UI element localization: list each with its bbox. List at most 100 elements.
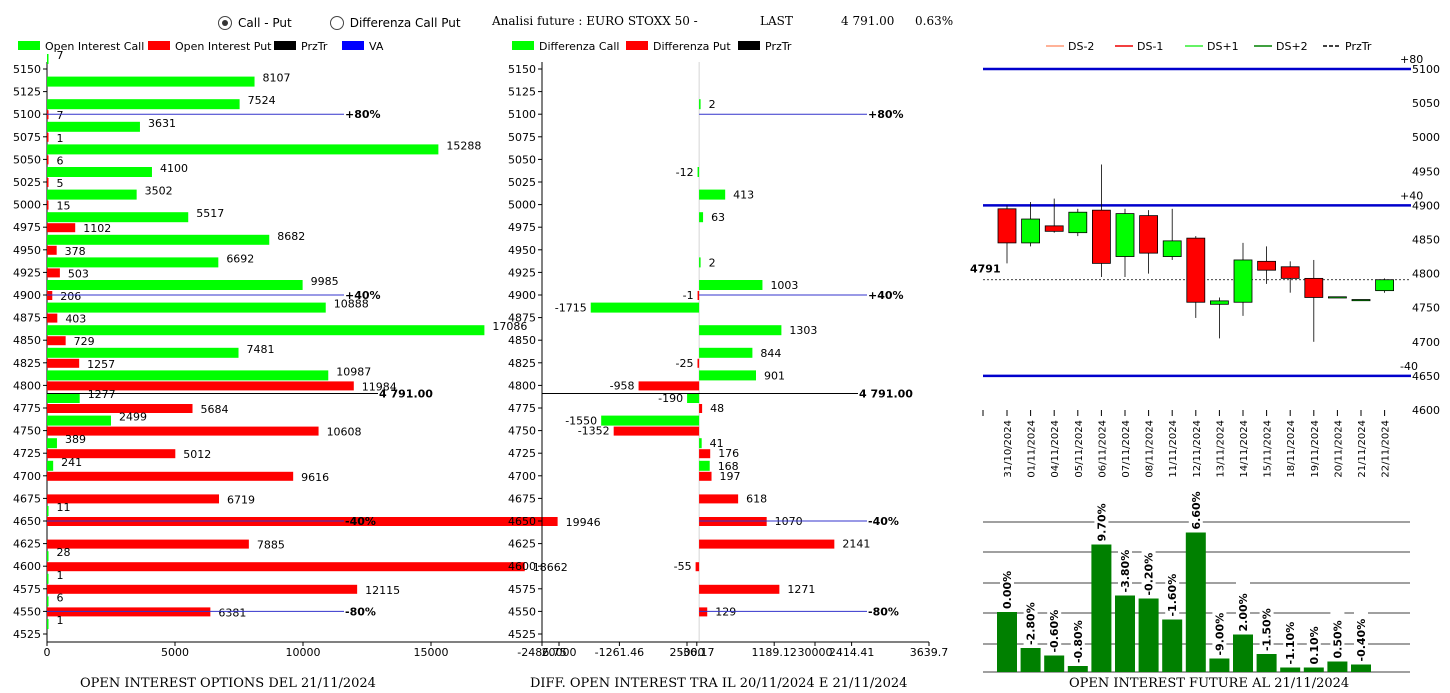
oi-bar-label: 0.50% xyxy=(1331,620,1344,658)
candle-body xyxy=(1186,237,1206,303)
diff-put-bar-label: 1271 xyxy=(787,583,815,596)
strike-label: 4900 xyxy=(508,289,536,302)
y-tick-label: 4950 xyxy=(1412,165,1440,178)
y-tick-label: 4900 xyxy=(1412,199,1440,212)
candle-body xyxy=(1280,266,1300,279)
last-change: 0.63% xyxy=(915,14,954,28)
strike-label: 4950 xyxy=(508,244,536,257)
legend-label: PrzTr xyxy=(1345,40,1372,53)
diff-put-bar xyxy=(699,539,835,549)
radio-differenza[interactable]: Differenza Call Put xyxy=(329,16,461,30)
call-bar xyxy=(47,144,439,155)
strike-label: 5075 xyxy=(13,131,41,144)
oi-bar-label: 2.00% xyxy=(1237,593,1250,631)
legend-label: Differenza Call xyxy=(539,40,619,53)
oi-label-bg xyxy=(1306,615,1321,666)
put-bar xyxy=(47,426,319,436)
put-value-label: 19946 xyxy=(566,516,601,529)
candle-body xyxy=(1233,259,1253,303)
call-bar xyxy=(47,280,303,290)
x-tick-label: 0 xyxy=(44,646,51,659)
oi-bar-label: -0.60% xyxy=(1048,610,1061,653)
strike-label: 4825 xyxy=(13,357,41,370)
put-value-label: 729 xyxy=(74,335,95,348)
legend-swatch xyxy=(274,41,296,50)
diff-call-bar-label: 901 xyxy=(764,369,785,382)
call-bar xyxy=(47,234,270,245)
diff-call-bar xyxy=(697,167,700,177)
oi-label-bg xyxy=(1047,603,1062,654)
legend-swatch xyxy=(342,41,364,50)
oi-bar xyxy=(1115,595,1135,672)
oi-label-bg xyxy=(1354,612,1368,663)
call-value-label: 1 xyxy=(57,614,64,627)
oi-label-bg xyxy=(1141,546,1156,597)
date-tick-label: 04/11/2024 xyxy=(1050,420,1061,478)
candle-body xyxy=(1044,225,1064,232)
strike-label: 4550 xyxy=(13,605,41,618)
strike-label: 4800 xyxy=(13,379,41,392)
oi-label-bg xyxy=(1212,606,1227,657)
diff-call-bar-label: -1715 xyxy=(555,302,587,315)
strike-label: 4725 xyxy=(508,447,536,460)
put-value-label: 10608 xyxy=(327,426,362,439)
strike-label: 4925 xyxy=(13,266,41,279)
oi-bar-label: 9.70% xyxy=(1095,503,1108,541)
call-value-label: 241 xyxy=(61,456,82,469)
call-value-label: 6692 xyxy=(226,252,254,265)
call-value-label: 15288 xyxy=(446,139,481,152)
put-bar xyxy=(47,313,58,323)
put-bar xyxy=(47,471,294,481)
call-bar xyxy=(47,596,49,607)
put-bar xyxy=(47,223,76,233)
diff-put-bar xyxy=(695,562,700,572)
x-tick-label: 30000 xyxy=(798,646,833,659)
call-value-label: 2499 xyxy=(119,411,147,424)
candle-body xyxy=(1162,240,1182,257)
candle-body xyxy=(1092,209,1111,264)
y-tick-label: 4700 xyxy=(1412,336,1440,349)
x-tick-label: -1261.46 xyxy=(595,646,644,659)
call-bar xyxy=(47,573,49,584)
diff-call-bar xyxy=(699,212,704,223)
radio-selected-icon xyxy=(218,16,232,30)
call-bar xyxy=(47,438,57,449)
level-label: +80% xyxy=(868,108,904,121)
radio-call-put[interactable]: Call - Put xyxy=(218,16,292,30)
strike-label: 5125 xyxy=(13,86,41,99)
oi-bar-label: -2.80% xyxy=(1025,602,1038,645)
strike-label: 4875 xyxy=(508,312,536,325)
strike-label: 5100 xyxy=(13,108,41,121)
oi-bar xyxy=(1162,619,1183,672)
put-bar xyxy=(47,381,354,391)
strike-label: 5125 xyxy=(508,86,536,99)
legend-label: Open Interest Call xyxy=(45,40,144,53)
diff-put-bar-label: -958 xyxy=(610,379,635,392)
diff-call-bar-label: 41 xyxy=(710,437,724,450)
put-value-label: 206 xyxy=(60,290,81,303)
put-bar xyxy=(47,268,60,278)
call-bar xyxy=(47,325,485,336)
put-bar xyxy=(47,404,193,413)
strike-label: 4875 xyxy=(13,312,41,325)
oi-bar-label: -0.40% xyxy=(1355,619,1368,662)
x-tick-label: -2486.75 xyxy=(517,646,566,659)
date-tick-label: 05/11/2024 xyxy=(1074,420,1085,478)
call-value-label: 11 xyxy=(57,501,71,514)
y-tick-label: 5000 xyxy=(1412,131,1440,144)
legend-label: Open Interest Put xyxy=(175,40,272,53)
call-value-label: 7 xyxy=(57,49,64,62)
candle-body xyxy=(1257,260,1276,271)
oi-bar-label: -0.80% xyxy=(1072,620,1085,663)
level-label: -80% xyxy=(868,605,899,618)
page-title: Analisi future : EURO STOXX 50 - xyxy=(492,14,698,28)
oi-bar-label: 0.00% xyxy=(1001,571,1014,609)
candle-body xyxy=(1375,279,1394,292)
put-value-label: 9616 xyxy=(301,471,329,484)
legend-label: DS+2 xyxy=(1276,40,1308,53)
legend-swatch xyxy=(18,41,40,50)
strike-label: 4675 xyxy=(508,492,536,505)
diff-put-bar-label: 2141 xyxy=(842,538,870,551)
candle-body xyxy=(1021,218,1040,244)
